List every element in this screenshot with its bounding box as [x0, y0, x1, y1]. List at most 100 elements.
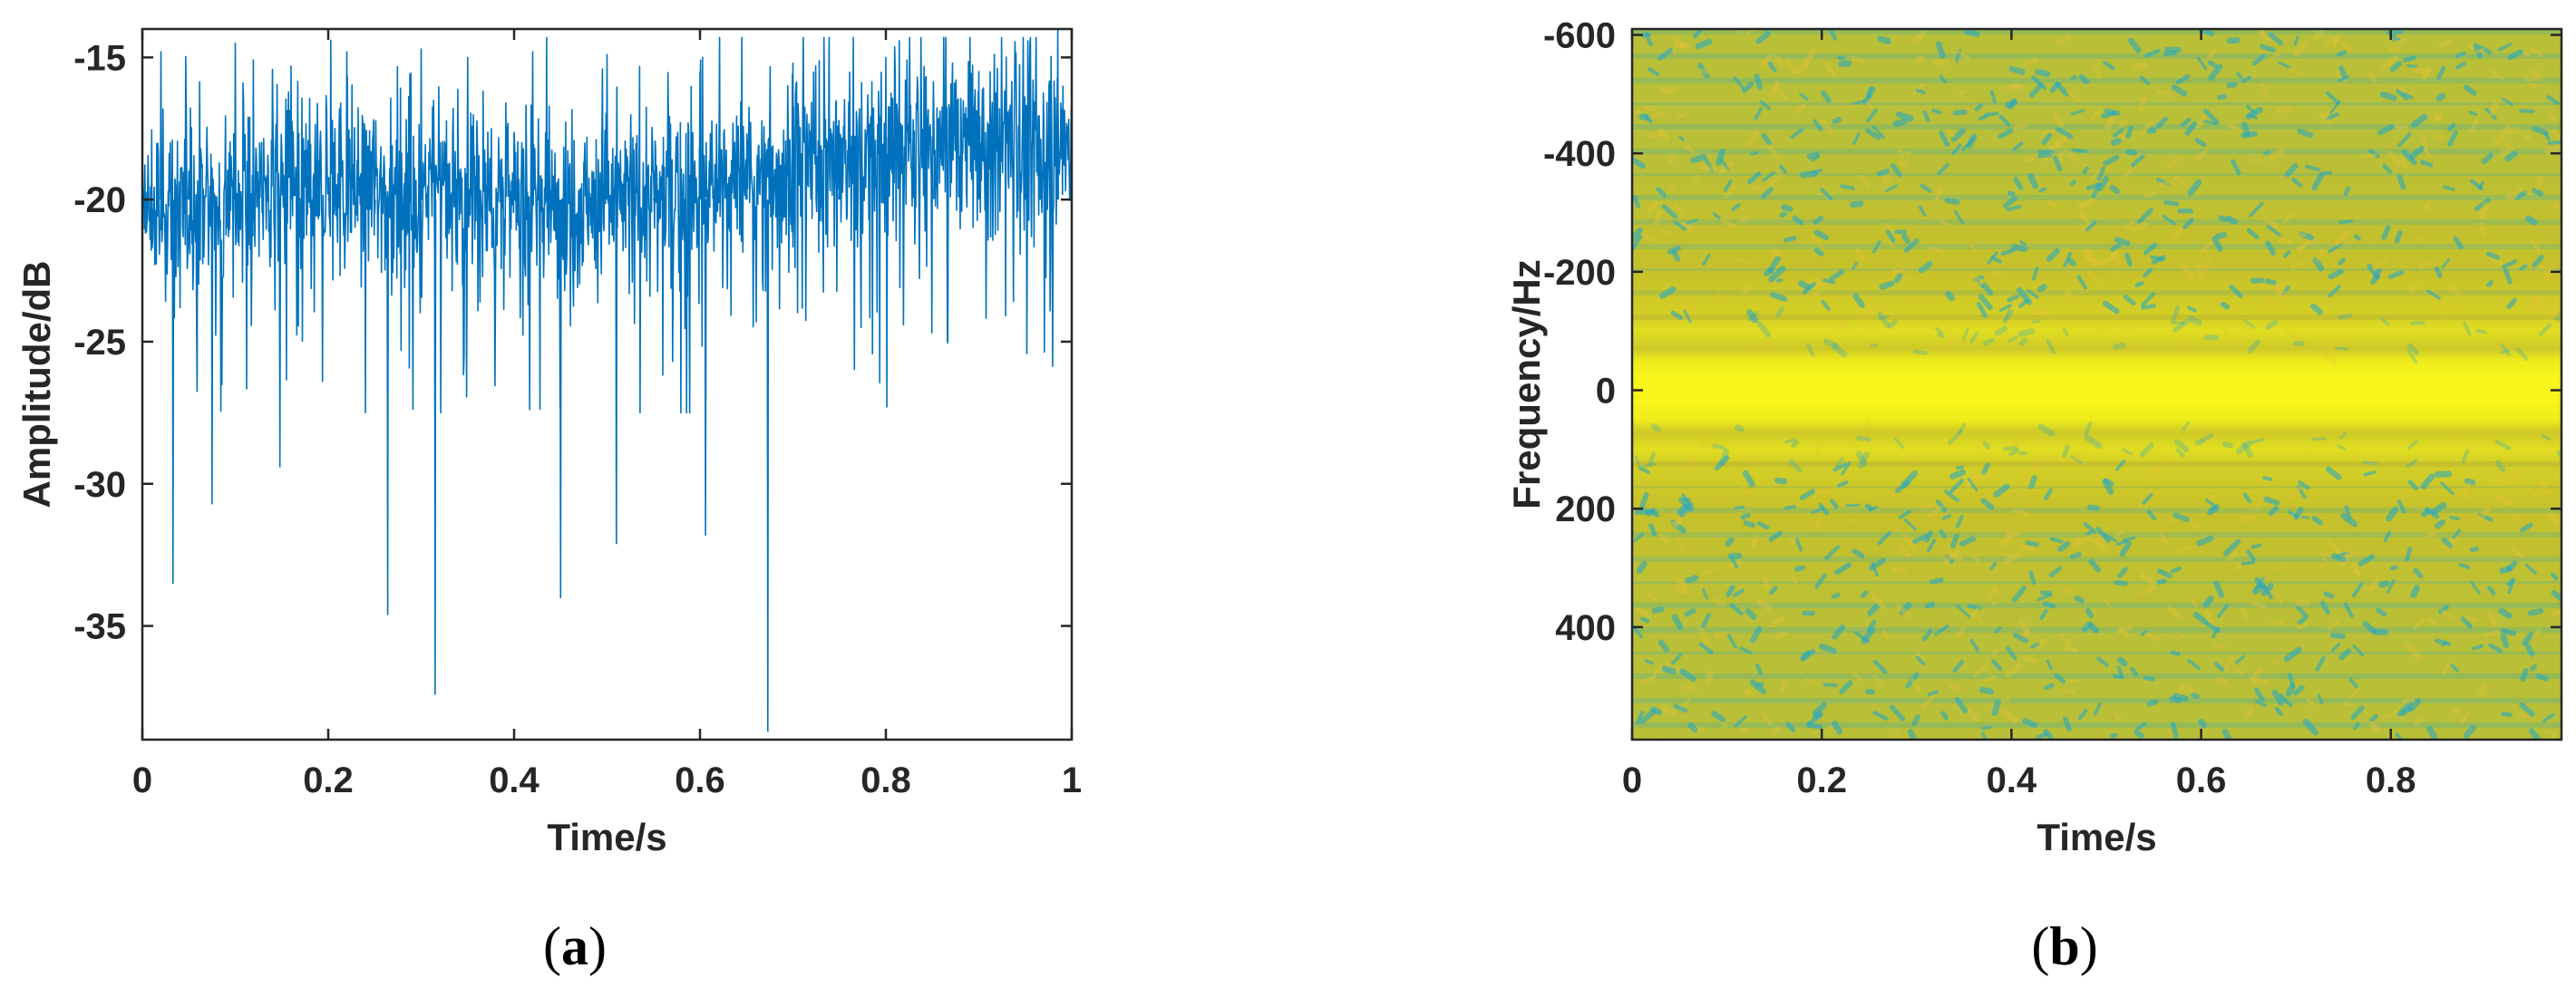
spectrogram-row [1632, 89, 2561, 92]
spectrogram-row [1632, 399, 2561, 402]
spectrogram-texture-streak [1656, 187, 1667, 198]
spectrogram-row [1632, 635, 2561, 639]
spectrogram-row [1632, 233, 2561, 237]
spectrogram-texture-streak [1964, 29, 1980, 37]
spectrogram-texture-streak [1982, 674, 1998, 683]
spectrogram-texture-streak [1784, 60, 1797, 75]
spectrogram-texture-streak [2458, 563, 2470, 569]
spectrogram-texture-streak [1800, 649, 1816, 662]
spectrogram-texture-streak [2102, 479, 2114, 495]
spectrogram-texture-streak [2175, 73, 2191, 84]
spectrogram-row [1632, 73, 2561, 76]
spectrogram-row [1632, 714, 2561, 718]
spectrogram-texture-streak [2486, 611, 2498, 626]
spectrogram-texture-streak [1922, 110, 1930, 123]
spectrogram-texture-streak [1822, 277, 1836, 285]
panel-a-axes-box [141, 27, 1074, 741]
spectrogram-row [1632, 421, 2561, 424]
spectrogram-row [1632, 372, 2561, 375]
spectrogram-texture-streak [1740, 215, 1748, 223]
spectrogram-texture-streak [2441, 537, 2454, 548]
spectrogram-texture-streak [2066, 678, 2080, 683]
spectrogram-texture-streak [1654, 209, 1663, 227]
spectrogram-row [1632, 625, 2561, 628]
spectrogram-texture-streak [2349, 687, 2361, 699]
spectrogram-texture-streak [2434, 114, 2443, 121]
spectrogram-texture-streak [1811, 155, 1820, 162]
spectrogram-texture-streak [2440, 481, 2454, 496]
spectrogram-texture-streak [2248, 113, 2258, 120]
spectrogram-row [1632, 97, 2561, 101]
spectrogram-texture-streak [2264, 278, 2278, 286]
spectrogram-texture-streak [1979, 686, 1995, 695]
spectrogram-texture-streak [2220, 301, 2231, 310]
spectrogram-row [1632, 440, 2561, 443]
spectrogram-texture-streak [2300, 449, 2317, 457]
spectrogram-row [1632, 437, 2561, 441]
spectrogram-texture-streak [1764, 29, 1771, 33]
spectrogram-texture-streak [2221, 322, 2231, 338]
spectrogram-texture-streak [1855, 450, 1868, 467]
spectrogram-texture-streak [2288, 486, 2302, 501]
spectrogram-texture-streak [1957, 50, 1971, 61]
spectrogram-texture-streak [2338, 65, 2348, 79]
spectrogram-texture-streak [1892, 118, 1909, 128]
spectrogram-texture-streak [2265, 240, 2276, 257]
spectrogram-row [1632, 320, 2561, 324]
spectrogram-texture-streak [2251, 53, 2266, 66]
spectrogram-texture-streak [1813, 247, 1824, 257]
spectrogram-row [1632, 108, 2561, 111]
spectrogram-texture-streak [2477, 506, 2492, 520]
spectrogram-texture-streak [1877, 35, 1891, 44]
spectrogram-texture-streak [2262, 476, 2273, 481]
spectrogram-texture-streak [1754, 73, 1763, 91]
spectrogram-texture-streak [2371, 258, 2387, 272]
spectrogram-texture-streak [2241, 607, 2250, 622]
spectrogram-row [1632, 29, 2561, 33]
spectrogram-texture-streak [2007, 190, 2016, 197]
spectrogram-texture-streak [2438, 605, 2450, 615]
spectrogram-texture-streak [1760, 53, 1774, 68]
spectrogram-texture-streak [2143, 191, 2155, 199]
spectrogram-texture-streak [1852, 672, 1863, 683]
spectrogram-texture-streak [2505, 192, 2518, 200]
spectrogram-row [1632, 355, 2561, 359]
spectrogram-texture-streak [2037, 152, 2052, 159]
spectrogram-texture-streak [2262, 150, 2271, 156]
spectrogram-texture-streak [1768, 530, 1783, 542]
spectrogram-texture-streak [1784, 438, 1797, 444]
spectrogram-texture-streak [2026, 288, 2039, 299]
spectrogram-texture-streak [2282, 212, 2295, 225]
spectrogram-texture-streak [2474, 198, 2492, 212]
spectrogram-texture-streak [1661, 665, 1677, 675]
spectrogram-row [1632, 491, 2561, 495]
spectrogram-texture-streak [2226, 122, 2241, 131]
spectrogram-texture-streak [1984, 111, 1999, 117]
spectrogram-row [1632, 37, 2561, 41]
spectrogram-row [1632, 581, 2561, 585]
spectrogram-row [1632, 499, 2561, 503]
spectrogram-texture-streak [2223, 538, 2241, 557]
spectrogram-texture-streak [2417, 259, 2430, 270]
spectrogram-texture-streak [2018, 470, 2030, 482]
spectrogram-texture-streak [2336, 50, 2348, 57]
spectrogram-texture-streak [2445, 286, 2463, 297]
spectrogram-texture-streak [1903, 518, 1918, 531]
spectrogram-texture-streak [2297, 485, 2307, 499]
panel-b-x-ticks: 0 0.2 0.4 0.6 0.8 [1622, 29, 2416, 800]
spectrogram-texture-streak [2298, 480, 2310, 490]
spectrogram-texture-streak [1649, 508, 1660, 518]
panel-a-y-axis-label: Amplitude/dB [15, 261, 58, 509]
spectrogram-row [1632, 733, 2561, 737]
spectrogram-texture-streak [1823, 61, 1836, 77]
spectrogram-texture-streak [1677, 502, 1688, 515]
spectrogram-texture-streak [1967, 478, 1978, 492]
spectrogram-texture-streak [2123, 295, 2136, 305]
spectrogram-row [1632, 589, 2561, 593]
spectrogram-texture-streak [1761, 132, 1773, 146]
spectrogram-texture-streak [2140, 630, 2148, 636]
spectrogram-texture-streak [1831, 343, 1848, 358]
spectrogram-texture-streak [2115, 538, 2129, 547]
spectrogram-texture-streak [1737, 453, 1752, 460]
spectrogram-texture-streak [1690, 174, 1699, 187]
